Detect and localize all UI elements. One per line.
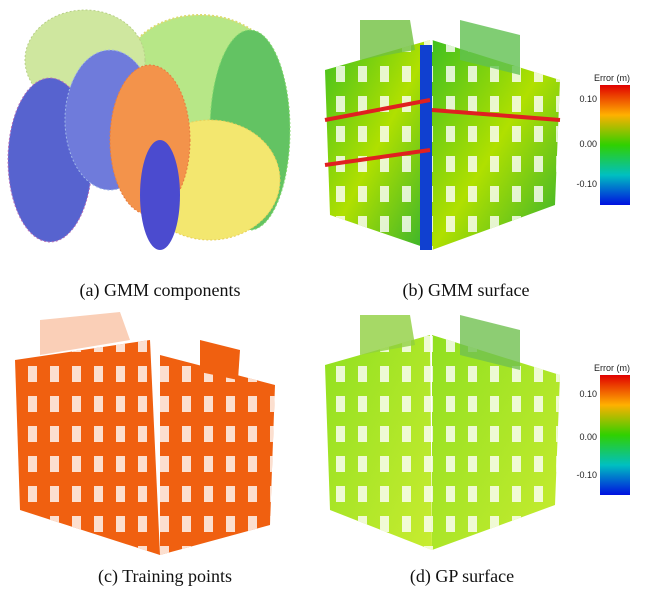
gmm-surface-image xyxy=(324,20,561,250)
colorbar-tick: 0.00 xyxy=(579,139,597,149)
colorbar-title: Error (m) xyxy=(594,73,630,83)
colorbar-tick: 0.10 xyxy=(579,94,597,104)
colorbar-tick: -0.10 xyxy=(576,179,597,189)
caption: (a) GMM components xyxy=(80,280,241,301)
colorbar xyxy=(600,375,630,495)
caption: (d) GP surface xyxy=(410,566,514,587)
gp-surface-image xyxy=(325,315,560,550)
gmm-components-image xyxy=(7,9,291,250)
caption: (b) GMM surface xyxy=(403,280,530,301)
caption: (c) Training points xyxy=(98,566,232,587)
colorbar-tick: 0.00 xyxy=(579,432,597,442)
colorbar-tick: 0.10 xyxy=(579,389,597,399)
training-points-image xyxy=(15,312,275,555)
colorbar-title: Error (m) xyxy=(594,363,630,373)
colorbar-tick: -0.10 xyxy=(576,470,597,480)
colorbar xyxy=(600,85,630,205)
